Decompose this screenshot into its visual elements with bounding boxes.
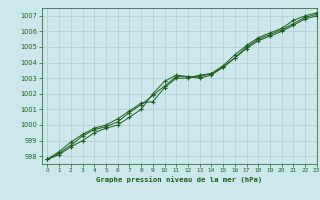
X-axis label: Graphe pression niveau de la mer (hPa): Graphe pression niveau de la mer (hPa) — [96, 176, 262, 183]
